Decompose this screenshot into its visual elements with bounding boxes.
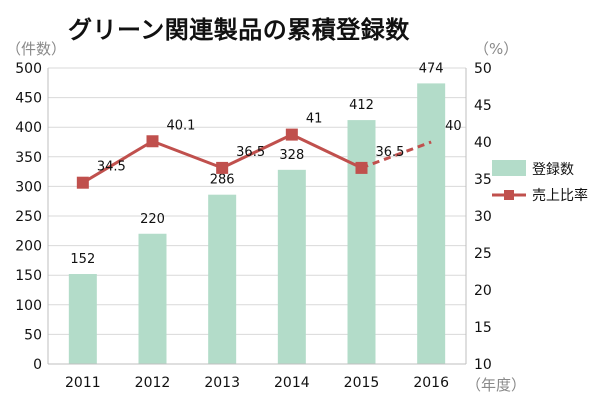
legend-line-marker [504,190,514,200]
right-tick-label: 30 [474,209,492,225]
legend-bar-swatch [492,160,526,176]
bar-data-label: 152 [70,252,95,267]
bar-data-label: 474 [419,61,444,76]
line-segment [221,133,293,170]
line-data-label: 40.1 [167,118,196,133]
bar [347,120,376,364]
x-tick-label: 2013 [204,375,240,391]
x-tick-label: 2015 [344,375,380,391]
right-tick-label: 10 [474,357,492,373]
right-tick-label: 50 [474,61,492,77]
line-marker [285,128,298,141]
left-tick-label: 500 [15,61,42,77]
legend-line-label: 売上比率 [532,187,588,204]
line-segment [291,133,363,170]
bar-data-label: 220 [140,212,165,227]
right-tick-label: 20 [474,283,492,299]
left-tick-label: 200 [15,239,42,255]
x-axis-unit: （年度） [466,376,527,394]
line-segment [151,139,223,170]
left-tick-label: 350 [15,150,42,166]
line-data-label: 41 [306,112,323,127]
line-segment [82,139,154,184]
line-data-label: 36.5 [236,145,265,160]
bar-data-label: 328 [279,148,304,163]
x-tick-label: 2011 [65,375,101,391]
left-tick-label: 300 [15,179,42,195]
x-tick-label: 2016 [413,375,449,391]
bar [277,169,306,364]
bar [68,274,97,364]
bar [208,194,237,364]
bar [417,83,446,364]
right-tick-label: 35 [474,172,492,188]
left-tick-label: 0 [33,357,42,373]
left-tick-label: 100 [15,298,42,314]
left-tick-label: 450 [15,91,42,107]
line-marker [355,161,368,174]
x-tick-label: 2012 [135,375,171,391]
line-marker [146,135,159,148]
chart-title: グリーン関連製品の累積登録数 [68,16,410,44]
left-tick-label: 150 [15,268,42,284]
legend-bar-label: 登録数 [532,162,574,178]
line-marker [216,161,229,174]
line-data-label: 40 [445,119,462,134]
right-tick-label: 40 [474,135,492,151]
bar [138,233,167,364]
left-axis-unit: （件数） [6,40,67,58]
x-tick-label: 2014 [274,375,310,391]
right-tick-label: 15 [474,320,492,336]
right-axis-unit: （%） [474,40,519,58]
line-data-label: 36.5 [376,145,405,160]
line-marker [76,176,89,189]
left-tick-label: 400 [15,120,42,136]
bar-data-label: 286 [210,173,235,188]
left-tick-label: 50 [24,327,42,343]
bar-data-label: 412 [349,98,374,113]
left-tick-label: 250 [15,209,42,225]
line-data-label: 34.5 [97,160,126,175]
line-segment-dashed [360,140,432,170]
right-tick-label: 25 [474,246,492,262]
right-tick-label: 45 [474,98,492,114]
